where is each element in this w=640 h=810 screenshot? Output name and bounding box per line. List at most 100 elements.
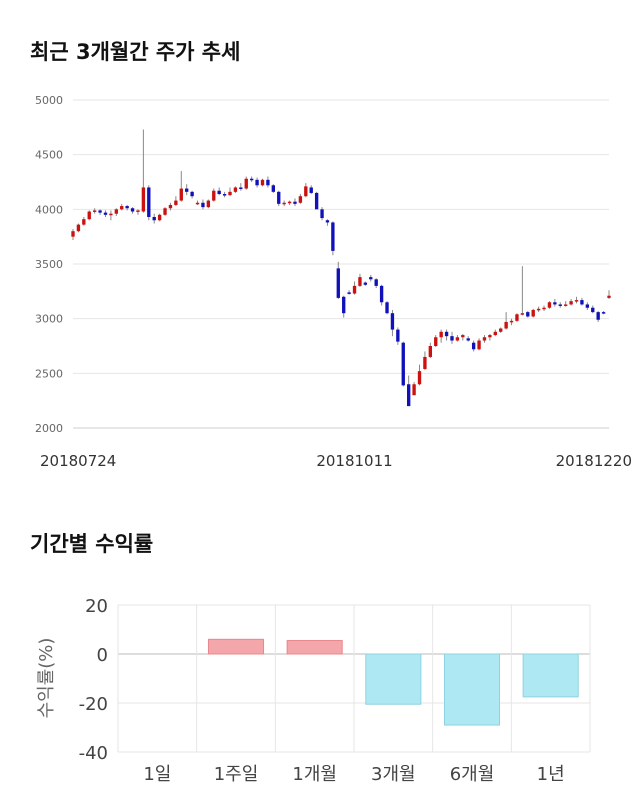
candle-body: [434, 337, 438, 346]
category-label: 1주일: [214, 764, 259, 785]
candle-body: [277, 191, 281, 204]
candle-body: [141, 187, 146, 212]
candle-body: [136, 210, 140, 212]
price-trend-title: 최근 3개월간 주가 추세: [30, 40, 241, 64]
candle-body: [536, 308, 541, 311]
candle-body: [314, 192, 319, 210]
candle-body: [417, 371, 422, 385]
candle-body: [591, 307, 595, 313]
candle-body: [130, 208, 135, 212]
y-tick-label: 4000: [35, 203, 63, 216]
candle-body: [499, 328, 503, 332]
period-returns-title: 기간별 수익률: [30, 532, 154, 556]
candle-body: [374, 279, 378, 286]
candle-body: [564, 304, 568, 306]
candle-body: [547, 302, 552, 308]
candle-body: [515, 314, 519, 321]
candle-body: [585, 304, 590, 308]
candle-body: [304, 186, 308, 197]
candle-body: [558, 304, 562, 306]
candle-body: [98, 210, 102, 213]
x-tick-label: 20180724: [40, 452, 116, 470]
candle-body: [76, 224, 81, 232]
candle-body: [493, 331, 497, 336]
candle-body: [212, 190, 216, 201]
candle-body: [379, 285, 384, 303]
y-tick-label: 2500: [35, 367, 63, 380]
x-tick-label: 20181011: [316, 452, 392, 470]
candle-body: [195, 202, 200, 205]
candle-body: [358, 277, 362, 286]
candle-body: [450, 336, 454, 341]
candle-body: [255, 179, 259, 186]
candle-body: [120, 206, 124, 210]
category-label: 1개월: [292, 764, 337, 785]
candle-body: [553, 302, 557, 305]
candle-body: [444, 331, 449, 337]
candle-body: [325, 220, 330, 223]
candle-body: [526, 312, 530, 317]
y-axis-label: 수익률(%): [36, 638, 57, 719]
return-bar: [365, 653, 422, 705]
candle-body: [504, 321, 508, 329]
candle-body: [228, 191, 232, 196]
candle-body: [201, 202, 205, 208]
y-tick-label: 3500: [35, 258, 63, 271]
candle-body: [152, 216, 156, 221]
candle-body: [260, 179, 265, 186]
y-tick-label: 0: [97, 645, 108, 666]
candle-body: [471, 342, 476, 350]
candle-body: [206, 200, 211, 208]
return-bar: [443, 653, 501, 726]
candle-body: [114, 209, 118, 214]
return-bar: [286, 640, 343, 655]
category-label: 1일: [143, 764, 171, 785]
candle-body: [482, 337, 487, 341]
candle-body: [477, 340, 481, 350]
candle-body: [520, 313, 525, 315]
candle-body: [174, 200, 178, 205]
candle-body: [461, 335, 465, 338]
candle-body: [217, 190, 221, 195]
candle-body: [71, 231, 75, 237]
y-tick-label: 3000: [35, 313, 63, 326]
y-tick-label: 2000: [35, 422, 63, 435]
candle-body: [596, 312, 600, 320]
candle-body: [185, 188, 189, 192]
candle-body: [406, 384, 411, 407]
candle-body: [157, 214, 162, 221]
candle-body: [87, 211, 91, 220]
y-tick-label: -20: [79, 694, 108, 715]
candle-body: [509, 320, 514, 323]
candle-body: [455, 337, 460, 341]
candle-body: [412, 384, 416, 396]
candle-body: [147, 187, 151, 217]
category-label: 3개월: [371, 764, 416, 785]
candle-body: [531, 309, 535, 317]
candle-body: [396, 329, 400, 342]
candle-body: [282, 202, 286, 205]
candle-body: [369, 277, 373, 280]
candle-body: [401, 342, 405, 386]
candle-body: [287, 201, 292, 204]
candle-body: [271, 185, 276, 192]
candle-body: [363, 282, 368, 285]
candle-body: [92, 210, 97, 212]
candle-body: [179, 188, 183, 201]
candle-body: [390, 313, 395, 330]
candle-body: [168, 204, 173, 209]
candle-body: [293, 201, 297, 204]
candle-body: [125, 206, 129, 209]
candle-body: [298, 196, 303, 203]
candle-body: [352, 285, 357, 294]
candle-body: [347, 292, 351, 294]
candle-body: [266, 179, 270, 186]
candle-body: [607, 295, 611, 298]
candle-body: [190, 191, 194, 197]
candle-body: [320, 209, 324, 219]
candle-body: [574, 300, 579, 302]
candle-body: [331, 222, 335, 251]
candle-body: [439, 331, 443, 338]
y-tick-label: -40: [79, 743, 108, 764]
